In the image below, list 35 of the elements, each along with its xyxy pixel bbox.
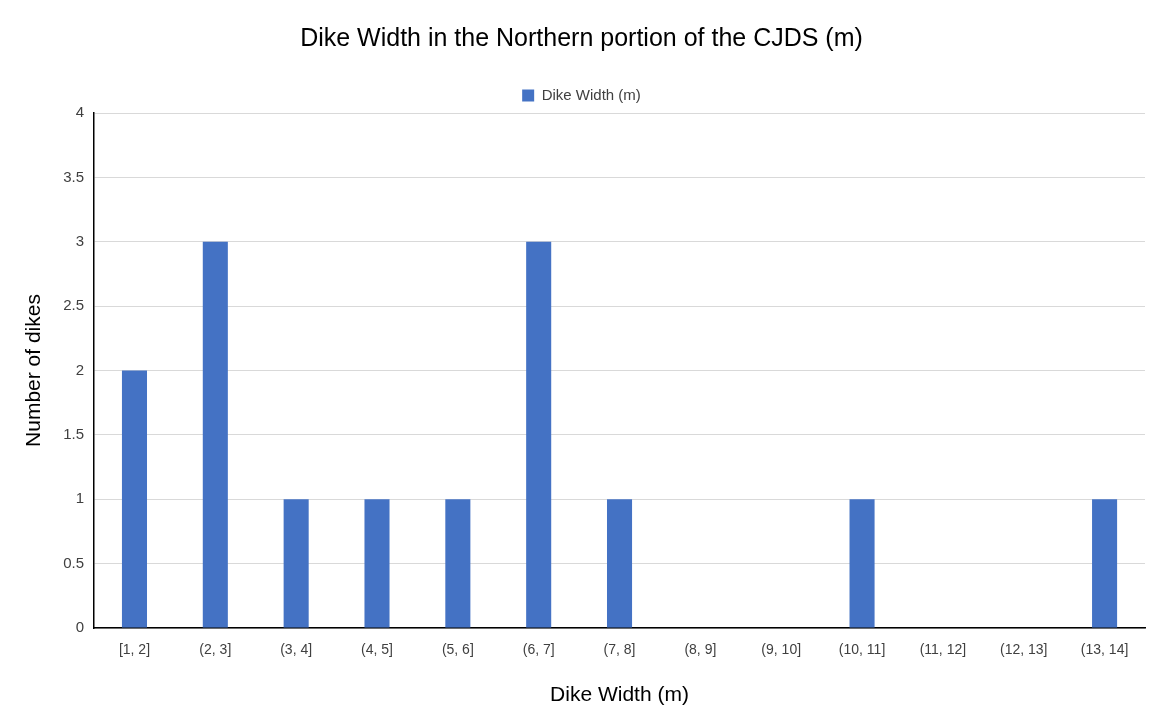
bar [607,499,633,628]
bar [202,241,228,628]
y-tick-label: 2 [75,360,85,378]
x-tick-label: (3, 4] [280,641,313,658]
x-tick-label: (6, 7] [522,641,555,658]
x-tick-label: (12, 13] [999,641,1048,658]
y-tick-label: 1.5 [63,425,85,443]
x-tick-label: (13, 14] [1080,641,1129,658]
x-axis-title: Dike Width (m) [550,682,689,706]
x-tick-label: (2, 3] [199,641,232,658]
x-tick-label: (5, 6] [441,641,474,658]
x-tick-label: (9, 10] [761,641,802,658]
y-tick-label: 0 [75,618,85,636]
x-tick-label: (8, 9] [684,641,717,658]
y-tick-label: 2.5 [63,296,85,314]
x-tick-label: (7, 8] [603,641,636,658]
y-tick-label: 4 [75,103,85,121]
x-tick-label: (11, 12] [919,641,967,658]
bar [121,370,147,628]
bar [364,499,390,628]
bar [283,499,309,628]
y-axis-title: Number of dikes [21,294,45,447]
bar [445,499,471,628]
bar [1092,499,1118,628]
y-tick-label: 0.5 [63,553,85,571]
x-tick-label: [1, 2] [118,641,151,658]
y-tick-label: 3 [75,231,85,249]
legend-label: Dike Width (m) [541,85,641,103]
x-tick-label: (10, 11] [838,641,886,658]
chart-title: Dike Width in the Northern portion of the CJDS (m) [300,22,863,51]
x-tick-label: (4, 5] [361,641,393,658]
bar [526,241,552,628]
bar [849,499,875,628]
y-tick-label: 3.5 [63,167,85,185]
y-tick-label: 1 [75,489,85,507]
